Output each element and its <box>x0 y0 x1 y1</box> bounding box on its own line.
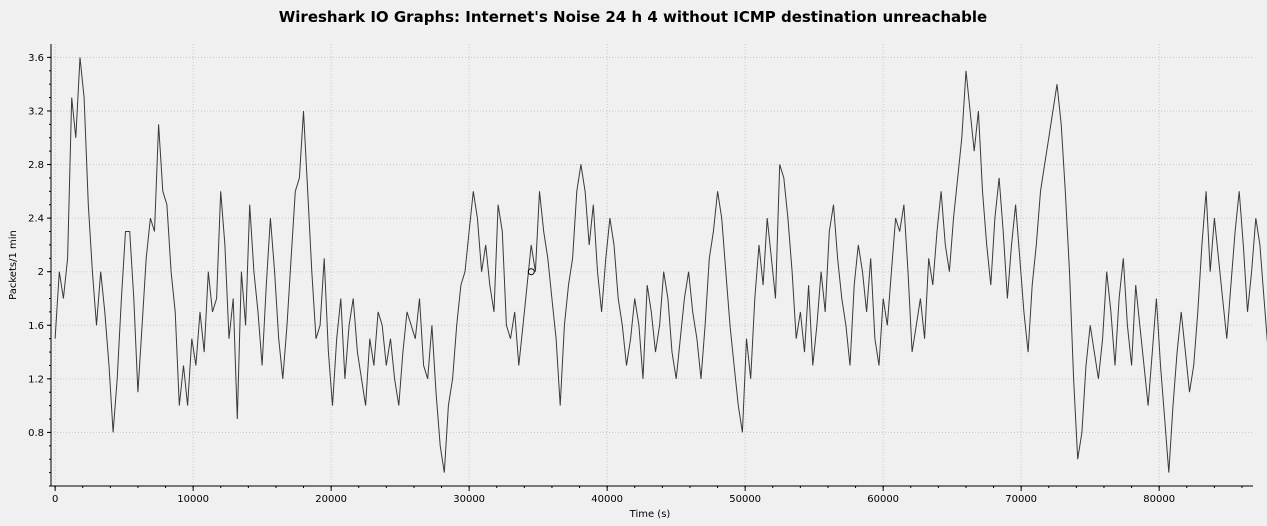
y-tick-label: 3.2 <box>28 106 44 117</box>
x-tick-label: 0 <box>52 494 58 505</box>
series-line <box>54 57 1267 473</box>
y-axis-ticks: 0.8 1.2 1.6 2 2.4 2.8 3.2 3.6 <box>28 53 51 487</box>
y-tick-label: 3.6 <box>28 53 44 64</box>
grid-lines <box>51 44 1253 486</box>
y-axis-label: Packets/1 min <box>8 230 19 300</box>
y-tick-label: 1.2 <box>28 374 44 385</box>
y-tick-label: 1.6 <box>28 321 44 332</box>
hover-marker-point[interactable] <box>527 268 535 276</box>
x-tick-label: 80000 <box>1143 494 1175 505</box>
x-tick-label: 40000 <box>591 494 623 505</box>
y-tick-label: 0.8 <box>28 428 44 439</box>
y-tick-label: 2.8 <box>28 160 44 171</box>
chart-title: Wireshark IO Graphs: Internet's Noise 24… <box>279 8 988 26</box>
x-tick-label: 20000 <box>315 494 347 505</box>
x-axis-ticks: 0 10000 20000 30000 40000 50000 60000 70000 8000… <box>52 486 1243 505</box>
x-tick-label: 60000 <box>867 494 899 505</box>
x-tick-label: 10000 <box>177 494 209 505</box>
y-tick-label: 2 <box>38 267 44 278</box>
y-tick-label: 2.4 <box>28 214 44 225</box>
x-tick-label: 30000 <box>453 494 485 505</box>
x-axis-label: Time (s) <box>629 509 671 520</box>
x-tick-label: 70000 <box>1005 494 1037 505</box>
x-tick-label: 50000 <box>729 494 761 505</box>
